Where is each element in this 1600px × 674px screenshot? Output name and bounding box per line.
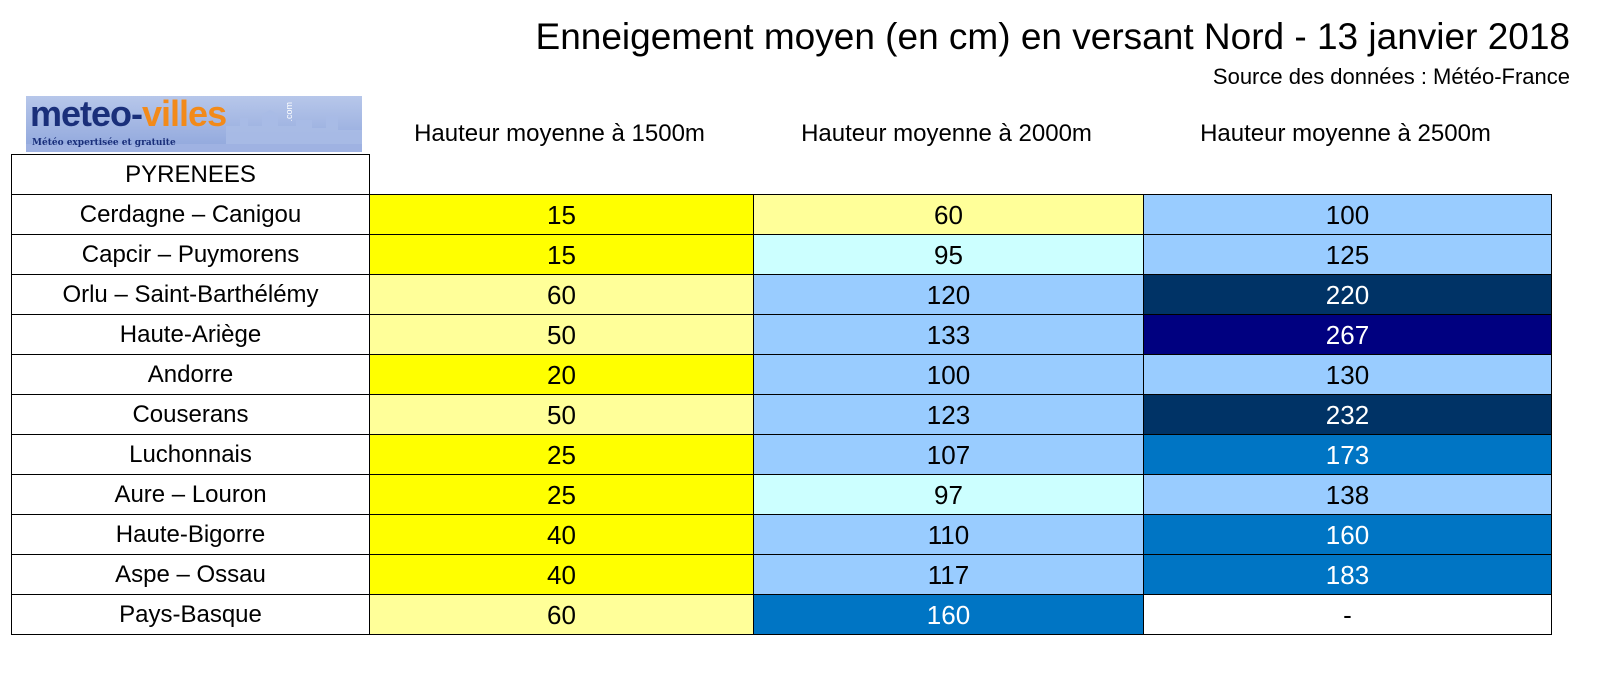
snow-depth-cell: 40	[369, 554, 754, 595]
logo-tagline: Météo expertisée et gratuite	[32, 138, 176, 148]
table-row: Aure – Louron 25 97 138	[11, 474, 1552, 515]
snow-depth-cell: 110	[753, 514, 1144, 555]
table-row: Orlu – Saint-Barthélémy 60 120 220	[11, 274, 1552, 315]
table-row: Aspe – Ossau 40 117 183	[11, 554, 1552, 595]
snow-depth-cell: 183	[1143, 554, 1552, 595]
snow-depth-cell: 138	[1143, 474, 1552, 515]
snow-depth-cell: 20	[369, 354, 754, 395]
snow-depth-cell: 97	[753, 474, 1144, 515]
snow-depth-cell: 220	[1143, 274, 1552, 315]
table-row: Couserans 50 123 232	[11, 394, 1552, 435]
region-name: Andorre	[11, 354, 370, 395]
snow-depth-cell: 173	[1143, 434, 1552, 475]
snow-depth-cell: 100	[753, 354, 1144, 395]
snow-depth-cell: 25	[369, 474, 754, 515]
column-header-2000m: Hauteur moyenne à 2000m	[801, 120, 1092, 147]
region-name: Couserans	[11, 394, 370, 435]
snow-depth-cell: 40	[369, 514, 754, 555]
logo-text-part2: villes	[142, 96, 227, 134]
snow-depth-table: PYRENEES Cerdagne – Canigou 15 60 100 Capcir…	[11, 154, 1552, 635]
column-header-2500m: Hauteur moyenne à 2500m	[1200, 120, 1491, 147]
table-row: Luchonnais 25 107 173	[11, 434, 1552, 475]
region-name: Haute-Ariège	[11, 314, 370, 355]
skyline-icon	[26, 110, 362, 152]
snow-depth-cell: 120	[753, 274, 1144, 315]
snow-depth-cell: 100	[1143, 194, 1552, 235]
snow-depth-cell: 117	[753, 554, 1144, 595]
snow-depth-cell: 50	[369, 394, 754, 435]
table-row: Pays-Basque 60 160-	[11, 594, 1552, 635]
table-row: Haute-Bigorre 40 110 160	[11, 514, 1552, 555]
snow-depth-cell: 130	[1143, 354, 1552, 395]
chart-title: Enneigement moyen (en cm) en versant Nor…	[535, 16, 1570, 57]
table-row: Capcir – Puymorens 15 95 125	[11, 234, 1552, 275]
snow-depth-cell: 232	[1143, 394, 1552, 435]
snow-depth-cell: 267	[1143, 314, 1552, 355]
snow-depth-cell: 160	[753, 594, 1144, 635]
snow-depth-cell: 60	[369, 594, 754, 635]
header-spacer	[369, 154, 1552, 195]
snow-depth-cell: 15	[369, 234, 754, 275]
snow-depth-cell: 160	[1143, 514, 1552, 555]
region-group-label: PYRENEES	[11, 154, 370, 195]
snow-depth-cell: -	[1143, 594, 1552, 635]
snow-depth-cell: 125	[1143, 234, 1552, 275]
meteo-villes-logo: meteo-villes .com Météo expertisée et gr…	[26, 96, 362, 152]
table-row: Cerdagne – Canigou 15 60 100	[11, 194, 1552, 235]
region-name: Aure – Louron	[11, 474, 370, 515]
logo-domain: .com	[284, 102, 294, 122]
chart-subtitle: Source des données : Météo-France	[1212, 64, 1570, 89]
region-name: Cerdagne – Canigou	[11, 194, 370, 235]
table-row: Haute-Ariège 50 133 267	[11, 314, 1552, 355]
snow-depth-cell: 15	[369, 194, 754, 235]
snow-depth-cell: 25	[369, 434, 754, 475]
snow-depth-cell: 95	[753, 234, 1144, 275]
snow-depth-cell: 60	[753, 194, 1144, 235]
logo-text: meteo-villes	[30, 96, 227, 134]
region-name: Haute-Bigorre	[11, 514, 370, 555]
snow-depth-cell: 107	[753, 434, 1144, 475]
table-header-row: PYRENEES	[11, 154, 1552, 195]
snow-depth-cell: 60	[369, 274, 754, 315]
region-name: Pays-Basque	[11, 594, 370, 635]
snow-depth-cell: 50	[369, 314, 754, 355]
region-name: Luchonnais	[11, 434, 370, 475]
table-body: PYRENEES Cerdagne – Canigou 15 60 100 Capcir…	[11, 154, 1552, 635]
snow-depth-cell: 133	[753, 314, 1144, 355]
column-header-1500m: Hauteur moyenne à 1500m	[414, 120, 705, 147]
region-name: Aspe – Ossau	[11, 554, 370, 595]
snow-depth-cell: 123	[753, 394, 1144, 435]
logo-text-part1: meteo-	[30, 96, 143, 134]
region-name: Orlu – Saint-Barthélémy	[11, 274, 370, 315]
table-row: Andorre 20 100 130	[11, 354, 1552, 395]
region-name: Capcir – Puymorens	[11, 234, 370, 275]
